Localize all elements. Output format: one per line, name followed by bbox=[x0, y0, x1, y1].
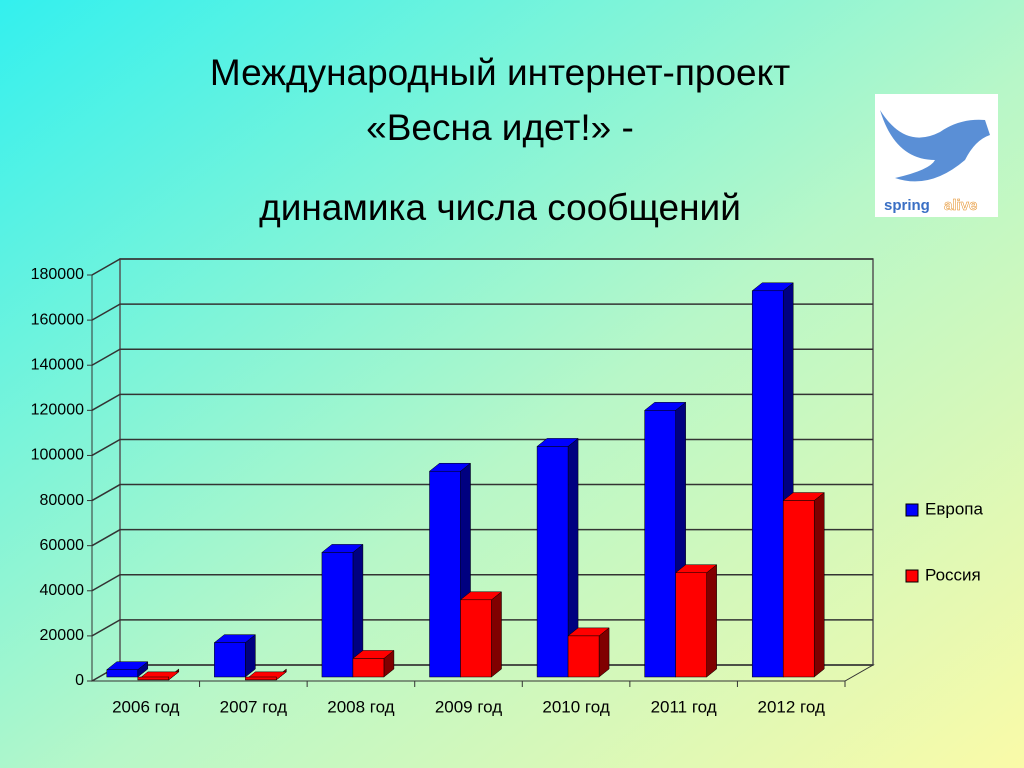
y-tick-label: 160000 bbox=[31, 311, 84, 328]
bar bbox=[428, 462, 472, 678]
bar bbox=[567, 627, 610, 678]
bar bbox=[459, 591, 503, 678]
bar-front bbox=[460, 599, 492, 678]
y-tick-label: 40000 bbox=[40, 582, 85, 599]
grid-line bbox=[91, 528, 873, 547]
grid-line bbox=[91, 574, 873, 592]
bar-front bbox=[536, 446, 569, 678]
y-tick-label: 120000 bbox=[31, 402, 84, 419]
bar-side bbox=[706, 564, 717, 678]
bar-front bbox=[214, 642, 246, 678]
bar bbox=[352, 649, 395, 678]
bar bbox=[536, 437, 579, 678]
y-tick-label: 180000 bbox=[31, 266, 84, 283]
x-tick-label: 2009 год bbox=[435, 697, 502, 716]
grid-line bbox=[91, 483, 873, 502]
grid-line bbox=[91, 619, 873, 637]
bar-side bbox=[598, 627, 610, 678]
grid-line bbox=[91, 393, 873, 411]
title-line: Международный интернет-проект bbox=[210, 52, 790, 93]
bar bbox=[213, 634, 257, 678]
bar-front bbox=[675, 572, 707, 678]
bar bbox=[674, 564, 718, 678]
bar-front bbox=[106, 669, 139, 678]
x-tick-label: 2010 год bbox=[542, 697, 609, 716]
legend-label: Россия bbox=[925, 565, 981, 584]
bar-front bbox=[644, 410, 676, 678]
bar-front bbox=[245, 676, 277, 681]
bar-front bbox=[321, 552, 354, 678]
y-tick-label: 60000 bbox=[40, 537, 85, 554]
y-tick-label: 80000 bbox=[40, 492, 85, 509]
legend-label: Европа bbox=[925, 499, 983, 518]
bar-side bbox=[813, 492, 825, 678]
bar-front bbox=[751, 290, 784, 678]
y-tick-label: 140000 bbox=[31, 356, 84, 373]
bar-front bbox=[137, 676, 170, 681]
bar-front bbox=[567, 635, 600, 678]
logo-bird bbox=[880, 110, 990, 182]
title-line: динамика числа сообщений bbox=[259, 187, 741, 228]
legend-swatch bbox=[905, 569, 919, 583]
grid-line bbox=[91, 303, 873, 321]
logo-label-box bbox=[880, 196, 995, 215]
plot: 0 20000 40000 60000 80000 100000 120000 140000 1… bbox=[31, 258, 983, 716]
y-tick-label: 20000 bbox=[40, 627, 85, 644]
bar-front bbox=[429, 470, 461, 678]
bar bbox=[244, 668, 288, 681]
bar-side bbox=[491, 591, 502, 678]
bar bbox=[782, 492, 825, 678]
x-tick-label: 2012 год bbox=[758, 697, 825, 716]
x-tick-label: 2008 год bbox=[327, 697, 394, 716]
bar-front bbox=[352, 658, 385, 678]
bar bbox=[137, 668, 180, 681]
grid-line bbox=[91, 348, 873, 366]
x-tick-label: 2007 год bbox=[220, 697, 287, 716]
bar bbox=[106, 661, 149, 678]
bar-front bbox=[782, 500, 815, 678]
x-tick-label: 2006 год bbox=[112, 697, 179, 716]
grid-line bbox=[91, 438, 873, 457]
grid-line bbox=[91, 258, 873, 276]
logo-text: spring bbox=[884, 197, 930, 214]
title-line: «Весна идет!» - bbox=[366, 107, 634, 148]
legend-swatch bbox=[905, 503, 919, 517]
y-tick-label: 100000 bbox=[31, 447, 84, 464]
logo: spring alive bbox=[875, 94, 998, 217]
x-tick-label: 2011 год bbox=[651, 697, 717, 716]
y-tick-label: 0 bbox=[75, 672, 84, 689]
logo-text: alive bbox=[944, 197, 977, 214]
